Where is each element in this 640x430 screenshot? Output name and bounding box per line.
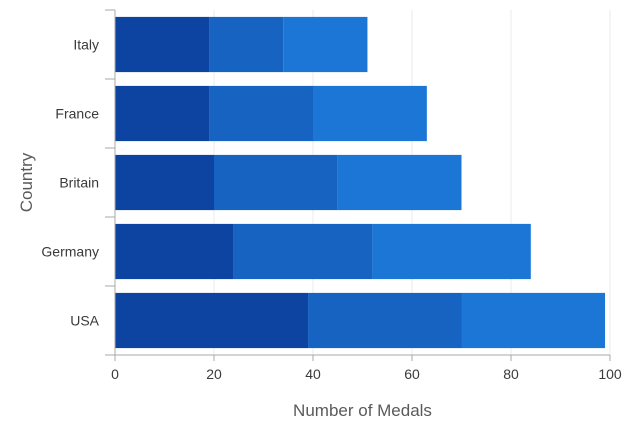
bar-usa-segment-2 xyxy=(308,292,462,349)
y-tick-label-usa: USA xyxy=(70,313,99,329)
x-axis-ticks: 0 20 40 60 80 100 xyxy=(111,355,622,382)
bar-germany-segment-1 xyxy=(115,223,234,280)
bar-germany-segment-2 xyxy=(233,223,373,280)
y-tick-label-britain: Britain xyxy=(59,175,99,191)
x-tick-label: 40 xyxy=(305,366,321,382)
x-axis-title: Number of Medals xyxy=(293,401,432,420)
y-tick-label-france: France xyxy=(55,106,99,122)
bar-britain-segment-1 xyxy=(115,154,214,211)
bar-britain-segment-3 xyxy=(337,154,462,211)
x-tick-label: 20 xyxy=(206,366,222,382)
bar-britain-segment-2 xyxy=(214,154,338,211)
bar-france-segment-3 xyxy=(313,85,427,142)
bar-france-segment-2 xyxy=(209,85,313,142)
y-axis-ticks: USA Germany Britain France Italy xyxy=(41,9,115,356)
y-tick-label-italy: Italy xyxy=(73,37,99,53)
bar-france-segment-1 xyxy=(115,85,210,142)
bar-germany-segment-3 xyxy=(372,223,531,280)
x-tick-label: 100 xyxy=(598,366,622,382)
bar-usa-segment-3 xyxy=(461,292,606,349)
x-tick-label: 80 xyxy=(503,366,519,382)
bar-usa-segment-1 xyxy=(115,292,309,349)
y-tick-label-germany: Germany xyxy=(41,244,99,260)
x-tick-label: 0 xyxy=(111,366,119,382)
bar-italy-segment-2 xyxy=(209,16,284,73)
x-tick-label: 60 xyxy=(404,366,420,382)
bar-italy-segment-3 xyxy=(283,16,368,73)
y-axis-title: Country xyxy=(17,152,36,212)
bars xyxy=(115,16,606,349)
bar-italy-segment-1 xyxy=(115,16,210,73)
